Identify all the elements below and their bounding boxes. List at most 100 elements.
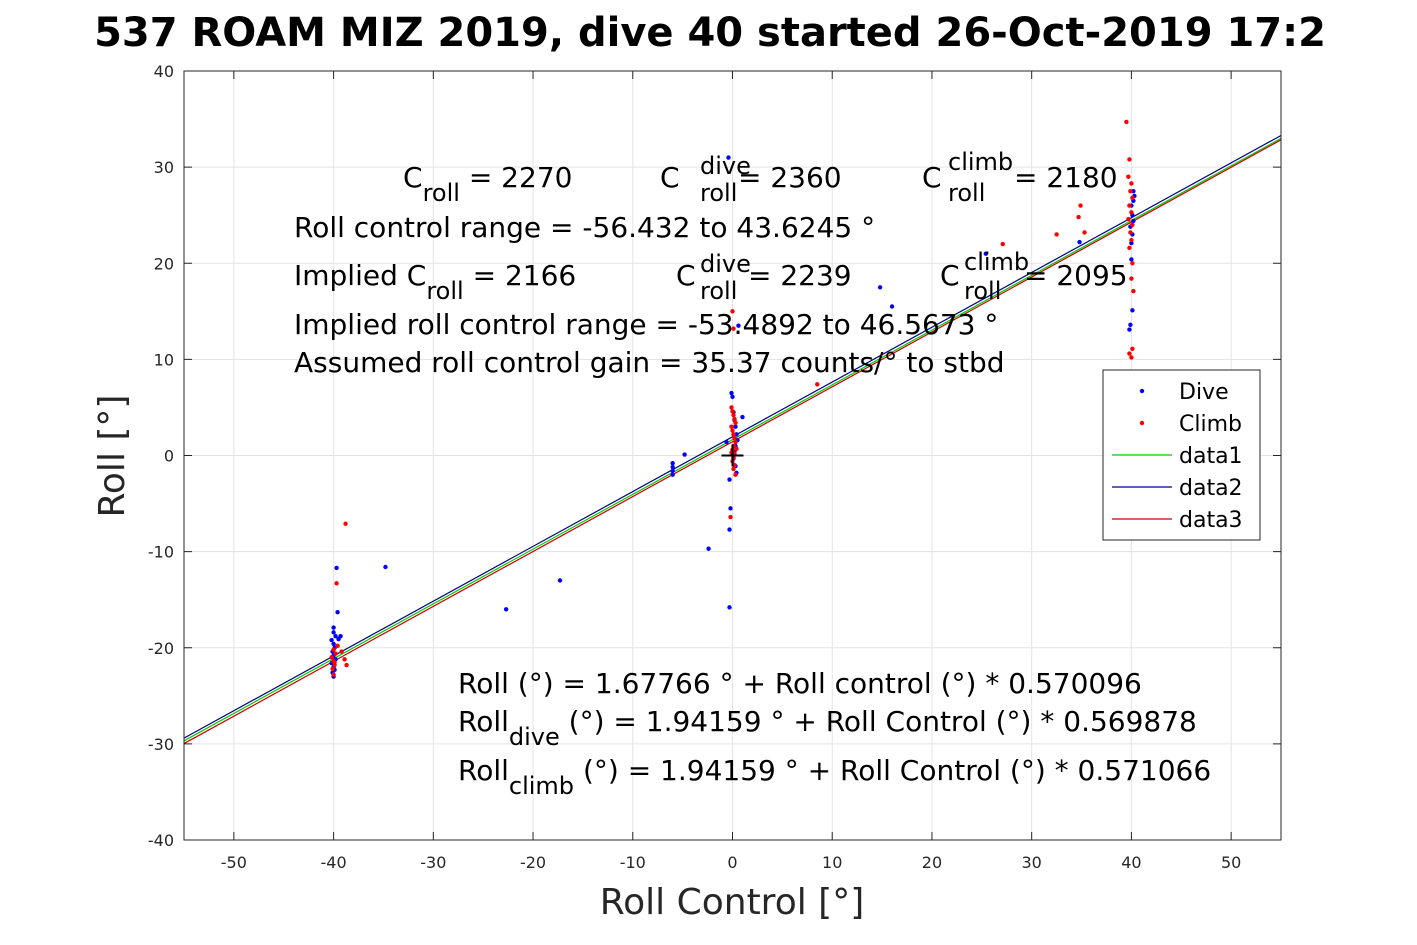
point-dive — [670, 460, 675, 466]
point-climb — [344, 662, 349, 668]
point-dive — [1131, 218, 1136, 224]
x-tick-label: 30 — [1022, 853, 1042, 872]
implied-c-roll-dive-sup: dive — [700, 250, 751, 278]
point-climb — [1076, 214, 1081, 220]
point-climb — [1127, 245, 1132, 251]
x-tick-label: -20 — [520, 853, 546, 872]
x-tick-label: -50 — [221, 853, 247, 872]
point-dive — [733, 424, 738, 429]
point-dive — [706, 546, 711, 551]
point-dive — [877, 285, 883, 290]
point-climb — [1130, 195, 1135, 201]
point-climb — [730, 309, 735, 314]
legend-marker-climb — [1139, 420, 1145, 426]
point-dive — [503, 607, 509, 612]
point-dive — [329, 637, 334, 643]
point-climb — [1126, 174, 1131, 179]
y-tick-label: 30 — [154, 158, 174, 177]
point-climb — [331, 672, 336, 677]
legend-label: data1 — [1179, 444, 1243, 469]
point-dive — [334, 565, 339, 571]
point-dive — [983, 251, 989, 256]
x-tick-label: 20 — [922, 853, 942, 872]
point-climb — [1129, 237, 1134, 243]
y-tick-label: 20 — [154, 254, 174, 273]
fit-dive-equation: Rolldive (°) = 1.94159 ° + Roll Control … — [458, 705, 1197, 751]
x-axis-label: Roll Control [°] — [600, 882, 865, 923]
point-climb — [731, 412, 736, 418]
implied-c-roll-dive-value: = 2239 — [748, 259, 852, 292]
point-climb — [1082, 230, 1087, 235]
x-tick-label: 10 — [822, 853, 842, 872]
point-climb — [732, 416, 737, 422]
chart-title: 537 ROAM MIZ 2019, dive 40 started 26-Oc… — [94, 10, 1326, 56]
implied-c-roll-climb-annotation: C — [940, 259, 960, 292]
legend-marker-dive — [1139, 388, 1145, 394]
point-dive — [740, 414, 745, 420]
c-roll-climb-sub: roll — [948, 179, 985, 207]
fit-all-equation: Roll (°) = 1.67766 ° + Roll control (°) … — [458, 667, 1142, 700]
point-climb — [730, 428, 735, 433]
y-tick-label: -10 — [148, 543, 174, 562]
legend-label: data2 — [1179, 476, 1243, 501]
point-dive — [727, 527, 732, 532]
point-climb — [733, 420, 738, 426]
axis-ticks: -50 -40 -30 -20 -10 0 10 20 30 40 50 -40 -30 -20 -10 0 1… — [148, 62, 1281, 872]
x-tick-label: 0 — [727, 853, 737, 872]
implied-c-roll-climb-sup: climb — [964, 248, 1029, 276]
legend-label: data3 — [1179, 508, 1243, 533]
point-dive — [331, 625, 336, 630]
x-tick-label: -30 — [420, 853, 446, 872]
point-climb — [330, 666, 335, 672]
point-dive — [335, 609, 340, 615]
c-roll-dive-sub: roll — [700, 179, 737, 207]
x-tick-label: 50 — [1221, 853, 1241, 872]
point-dive — [1129, 257, 1134, 262]
point-dive — [1127, 327, 1132, 332]
annotations: Croll = 2270 C dive roll = 2360 C climb … — [294, 148, 1211, 800]
point-climb — [734, 446, 739, 451]
point-climb — [1130, 222, 1135, 227]
c-roll-climb-sup: climb — [948, 148, 1013, 176]
roll-control-gain: Assumed roll control gain = 35.37 counts… — [294, 346, 1005, 379]
point-climb — [733, 439, 738, 445]
y-tick-label: -30 — [148, 735, 174, 754]
point-climb — [1000, 241, 1005, 247]
series-line-data3 — [183, 139, 1282, 745]
point-climb — [342, 657, 347, 662]
c-roll-annotation: Croll = 2270 — [403, 161, 572, 207]
point-dive — [726, 155, 731, 160]
origin-cross-marker — [721, 444, 744, 467]
point-climb — [730, 409, 735, 414]
point-dive — [670, 468, 675, 474]
point-dive — [730, 394, 735, 400]
point-climb — [332, 659, 337, 665]
point-dive — [727, 605, 732, 610]
point-dive — [338, 634, 343, 639]
y-tick-label: 40 — [154, 62, 174, 81]
c-roll-dive-value: = 2360 — [738, 161, 842, 194]
point-climb — [1124, 119, 1129, 125]
point-climb — [1131, 288, 1136, 294]
point-dive — [736, 323, 741, 328]
series-line-data2 — [183, 134, 1282, 739]
point-dive — [670, 472, 675, 477]
point-climb — [333, 651, 338, 656]
point-climb — [329, 655, 334, 660]
fit-lines — [183, 134, 1282, 745]
point-climb — [731, 326, 736, 331]
point-climb — [1126, 216, 1131, 222]
point-climb — [1054, 232, 1059, 237]
point-climb — [1129, 210, 1134, 215]
point-dive — [729, 390, 734, 396]
x-tick-label: 40 — [1121, 853, 1141, 872]
implied-c-roll-annotation: Implied Croll = 2166 — [294, 259, 576, 305]
y-tick-label: 10 — [154, 350, 174, 369]
series-line-data1 — [183, 137, 1282, 742]
point-climb — [728, 514, 733, 520]
implied-c-roll-climb-sub: roll — [964, 277, 1001, 305]
implied-roll-control-range: Implied roll control range = -53.4892 to… — [294, 308, 998, 341]
point-climb — [1127, 351, 1132, 356]
point-climb — [331, 647, 336, 652]
point-climb — [1130, 346, 1135, 352]
